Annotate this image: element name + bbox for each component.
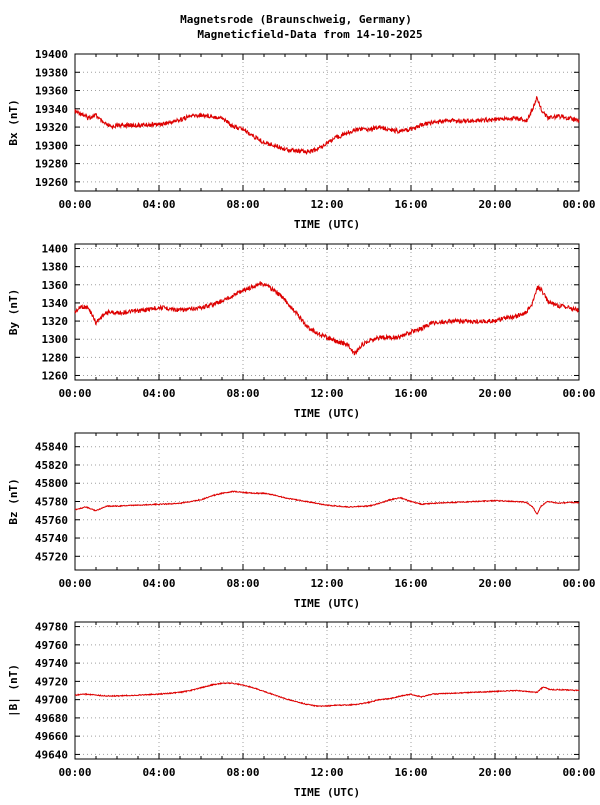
y-tick-label: 49740 xyxy=(35,657,68,670)
y-tick-label: 45840 xyxy=(35,441,68,454)
y-tick-label: 49700 xyxy=(35,694,68,707)
y-tick-label: 19300 xyxy=(35,139,68,152)
y-tick-label: 1400 xyxy=(42,243,69,256)
y-tick-label: 1320 xyxy=(42,315,69,328)
y-tick-label: 19280 xyxy=(35,158,68,171)
y-tick-label: 1360 xyxy=(42,279,69,292)
x-tick-label: 00:00 xyxy=(58,387,91,400)
y-tick-label: 45800 xyxy=(35,477,68,490)
y-tick-label: 49760 xyxy=(35,639,68,652)
y-tick-label: 45820 xyxy=(35,459,68,472)
x-tick-label: 00:00 xyxy=(58,198,91,211)
y-tick-label: 19380 xyxy=(35,66,68,79)
panel-1: 19260 19280 19300 19320 19340 19360 19380 19400… xyxy=(7,48,596,231)
x-axis-label: TIME (UTC) xyxy=(294,597,360,610)
x-tick-label: 16:00 xyxy=(394,387,427,400)
x-tick-label: 20:00 xyxy=(478,198,511,211)
y-axis-label: Bz (nT) xyxy=(7,478,20,524)
x-tick-label: 00:00 xyxy=(562,198,595,211)
y-tick-label: 45760 xyxy=(35,514,68,527)
x-tick-label: 12:00 xyxy=(310,577,343,590)
x-tick-label: 12:00 xyxy=(310,387,343,400)
y-tick-label: 1260 xyxy=(42,369,69,382)
series-line xyxy=(74,490,580,515)
x-tick-label: 00:00 xyxy=(562,766,595,779)
y-tick-label: 1300 xyxy=(42,333,69,346)
x-tick-label: 20:00 xyxy=(478,387,511,400)
x-tick-label: 04:00 xyxy=(142,198,175,211)
x-axis-label: TIME (UTC) xyxy=(294,218,360,231)
x-tick-label: 00:00 xyxy=(562,387,595,400)
y-tick-label: 49680 xyxy=(35,712,68,725)
series-line xyxy=(74,281,580,356)
y-tick-label: 49640 xyxy=(35,748,68,761)
y-tick-label: 19320 xyxy=(35,121,68,134)
y-tick-label: 49780 xyxy=(35,621,68,634)
x-tick-label: 20:00 xyxy=(478,577,511,590)
x-tick-label: 04:00 xyxy=(142,577,175,590)
chart-title-line2: Magneticfield-Data from 14-10-2025 xyxy=(197,28,422,41)
panel-3: 45720 45740 45760 45780 45800 45820 45840 00:00… xyxy=(7,432,596,610)
x-tick-label: 08:00 xyxy=(226,387,259,400)
y-axis-label: |B| (nT) xyxy=(7,664,20,717)
y-tick-label: 1380 xyxy=(42,261,69,274)
x-tick-label: 08:00 xyxy=(226,198,259,211)
y-tick-label: 49720 xyxy=(35,675,68,688)
x-tick-label: 16:00 xyxy=(394,198,427,211)
y-tick-label: 19400 xyxy=(35,48,68,61)
y-tick-label: 19340 xyxy=(35,103,68,116)
x-tick-label: 04:00 xyxy=(142,387,175,400)
y-tick-label: 49660 xyxy=(35,730,68,743)
x-tick-label: 12:00 xyxy=(310,766,343,779)
x-tick-label: 00:00 xyxy=(58,577,91,590)
x-tick-label: 16:00 xyxy=(394,577,427,590)
x-axis-label: TIME (UTC) xyxy=(294,407,360,420)
x-tick-label: 08:00 xyxy=(226,577,259,590)
y-axis-label: By (nT) xyxy=(7,289,20,335)
panel-4: 49640 49660 49680 49700 49720 49740 49760 49780… xyxy=(7,621,596,799)
panel-2: 1260 1280 1300 1320 1340 1360 1380 1400 00:00 04:… xyxy=(7,243,596,420)
x-tick-label: 00:00 xyxy=(58,766,91,779)
series-line xyxy=(74,681,580,708)
y-tick-label: 45780 xyxy=(35,496,68,509)
x-axis-label: TIME (UTC) xyxy=(294,786,360,799)
chart-title-line1: Magnetsrode (Braunschweig, Germany) xyxy=(180,13,412,26)
x-tick-label: 20:00 xyxy=(478,766,511,779)
x-tick-label: 16:00 xyxy=(394,766,427,779)
y-tick-label: 45720 xyxy=(35,550,68,563)
y-tick-label: 1340 xyxy=(42,297,69,310)
y-tick-label: 19360 xyxy=(35,85,68,98)
y-axis-label: Bx (nT) xyxy=(7,99,20,145)
y-tick-label: 1280 xyxy=(42,351,69,364)
x-tick-label: 08:00 xyxy=(226,766,259,779)
x-tick-label: 00:00 xyxy=(562,577,595,590)
y-tick-label: 19260 xyxy=(35,176,68,189)
y-tick-label: 45740 xyxy=(35,532,68,545)
x-tick-label: 12:00 xyxy=(310,198,343,211)
x-tick-label: 04:00 xyxy=(142,766,175,779)
series-line xyxy=(74,95,580,155)
